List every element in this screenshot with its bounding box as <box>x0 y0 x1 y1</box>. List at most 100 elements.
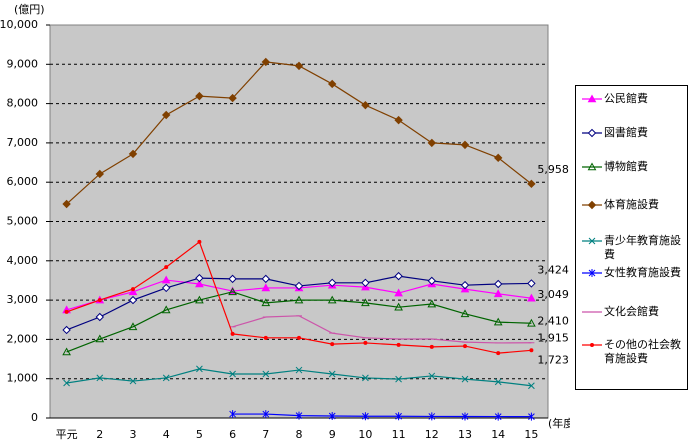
x-tick-label: 5 <box>196 428 203 441</box>
marker <box>196 365 203 373</box>
y-tick-label: 5,000 <box>7 215 39 228</box>
y-tick-label: 2,000 <box>7 332 39 345</box>
marker <box>428 412 436 421</box>
marker <box>429 344 434 349</box>
marker <box>588 269 596 277</box>
marker <box>394 302 403 311</box>
marker <box>261 298 271 307</box>
x-tick-label: 12 <box>425 428 439 441</box>
marker <box>394 288 403 297</box>
legend-label: 体育施設費 <box>604 198 659 211</box>
marker <box>496 351 501 356</box>
marker <box>294 61 304 71</box>
legend-swatch <box>582 269 602 277</box>
marker <box>361 298 370 307</box>
marker <box>195 279 204 288</box>
marker <box>63 379 70 387</box>
x-tick-label: 14 <box>491 428 505 441</box>
marker <box>262 410 270 419</box>
marker <box>261 57 271 67</box>
marker <box>361 278 370 288</box>
legend-swatch <box>582 311 602 313</box>
marker <box>128 295 138 305</box>
y-tick-label: 4,000 <box>7 254 39 267</box>
marker <box>129 377 137 385</box>
y-tick-label: 7,000 <box>7 136 39 149</box>
marker <box>128 149 138 159</box>
marker <box>460 140 470 150</box>
y-tick-label: 0 <box>31 411 38 424</box>
marker <box>394 115 403 125</box>
marker <box>128 287 138 296</box>
marker <box>527 179 536 189</box>
x-tick-label: 10 <box>358 428 372 441</box>
marker <box>527 293 536 302</box>
y-tick-label: 9,000 <box>7 57 39 70</box>
marker <box>461 375 469 383</box>
marker <box>195 295 204 304</box>
marker <box>230 331 235 336</box>
marker <box>229 410 236 419</box>
marker <box>529 348 534 353</box>
marker <box>493 289 503 298</box>
marker <box>195 91 204 101</box>
marker <box>228 274 237 284</box>
marker <box>528 382 535 390</box>
legend-entry: 文化会館費 <box>580 305 686 319</box>
marker <box>494 412 502 421</box>
legend-entry: 博物館費 <box>580 160 686 174</box>
marker <box>261 283 271 292</box>
marker <box>588 237 596 245</box>
marker <box>96 374 104 382</box>
legend-entry: 公民館費 <box>580 92 686 106</box>
marker <box>294 295 304 304</box>
y-tick-label: 6,000 <box>7 175 39 188</box>
x-tick-label: 9 <box>329 428 336 441</box>
marker <box>327 278 337 288</box>
legend-entry: 体育施設費 <box>580 198 686 212</box>
marker <box>396 342 401 347</box>
marker <box>460 280 470 290</box>
series-line <box>232 413 532 418</box>
marker <box>427 276 437 286</box>
marker <box>295 366 303 374</box>
marker <box>394 271 403 281</box>
marker <box>494 378 502 386</box>
marker <box>128 322 138 331</box>
marker <box>460 309 470 318</box>
marker <box>587 128 597 138</box>
legend-entry: 女性教育施設費 <box>580 266 686 280</box>
x-tick-label: 15 <box>524 428 538 441</box>
marker <box>297 335 301 340</box>
marker <box>261 274 271 284</box>
chart: (億円) (年度) 0 1,000 2,000 3,000 4,000 5,000 6,00… <box>0 3 570 441</box>
marker <box>64 309 69 314</box>
marker <box>330 342 335 347</box>
legend-swatch <box>582 343 602 347</box>
marker <box>327 79 337 89</box>
marker <box>363 340 368 345</box>
marker <box>162 374 170 382</box>
x-tick-label: 11 <box>392 428 406 441</box>
x-tick-label: 4 <box>163 428 170 441</box>
x-tick-label: 2 <box>96 428 103 441</box>
x-tick-label: 3 <box>130 428 137 441</box>
legend-swatch <box>582 237 602 245</box>
marker <box>527 318 536 327</box>
x-tick-label: 13 <box>458 428 472 441</box>
marker <box>228 287 237 296</box>
marker <box>161 283 171 293</box>
marker <box>362 374 369 382</box>
legend-swatch <box>582 200 602 210</box>
value-label: 1,915 <box>537 332 569 345</box>
marker <box>294 281 304 291</box>
y-tick-label: 10,000 <box>0 18 38 31</box>
marker <box>95 312 105 322</box>
value-label: 2,410 <box>537 314 569 327</box>
y-tick-label: 3,000 <box>7 293 39 306</box>
value-label: 1,723 <box>537 353 569 366</box>
marker <box>161 110 171 120</box>
marker <box>493 317 503 326</box>
marker <box>195 273 204 283</box>
legend-entry: その他の社会教育施設費 <box>580 338 686 366</box>
